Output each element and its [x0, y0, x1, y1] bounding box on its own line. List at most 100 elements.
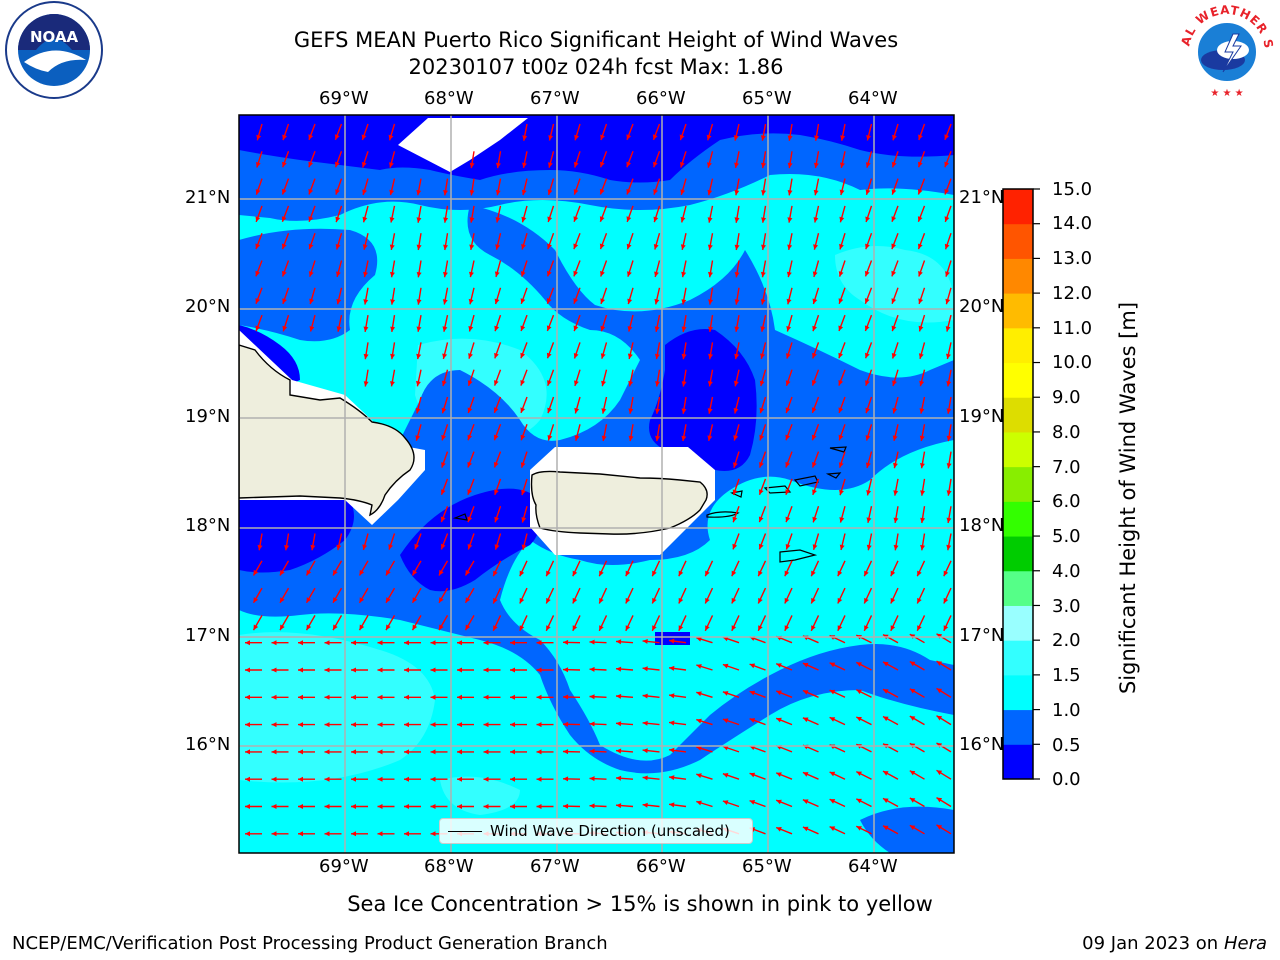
wave-direction-arrowhead	[838, 271, 844, 277]
wave-direction-arrowhead	[811, 625, 816, 631]
wave-direction-arrowhead	[362, 189, 367, 195]
wave-direction-arrowhead	[655, 435, 661, 442]
wave-direction-arrowhead	[589, 639, 595, 645]
wave-direction-arrowhead	[390, 353, 395, 360]
wave-direction-arrowhead	[390, 299, 396, 305]
wave-direction-arrowhead	[732, 489, 738, 495]
wave-direction-arrowhead	[468, 298, 474, 305]
wave-direction-arrowhead	[787, 190, 793, 196]
wave-direction-arrowhead	[335, 189, 340, 195]
wave-direction-arrowhead	[734, 217, 740, 223]
wave-direction-arrowhead	[324, 776, 330, 782]
wave-direction-arrowhead	[546, 298, 552, 304]
wave-direction-arrowhead	[308, 216, 314, 222]
colorbar-tick-label: 2.0	[1052, 630, 1081, 651]
wave-direction-arrowhead	[483, 776, 489, 782]
wave-direction-arrowhead	[280, 624, 285, 631]
wave-direction-arrowhead	[722, 663, 729, 669]
wave-direction-arrowhead	[282, 325, 288, 332]
wave-direction-arrowhead	[943, 597, 949, 604]
wave-direction-arrowhead	[812, 544, 818, 550]
wave-direction-arrowhead	[734, 162, 739, 168]
wave-direction-arrowhead	[324, 804, 330, 809]
wave-direction-arrowhead	[864, 570, 869, 577]
wave-direction-arrowhead	[520, 298, 526, 304]
wave-direction-arrowhead	[430, 694, 436, 700]
wave-direction-arrowhead	[536, 667, 542, 673]
wave-direction-arrowhead	[654, 353, 660, 360]
wave-direction-arrowhead	[936, 770, 943, 776]
wave-direction-arrowhead	[776, 663, 782, 668]
noaa-logo-icon: NOAA	[5, 1, 103, 99]
wave-direction-arrowhead	[917, 188, 923, 195]
map-title-line2: 20230107 t00z 024h fcst Max: 1.86	[408, 55, 784, 79]
colorbar-band	[1003, 397, 1033, 433]
wave-direction-arrowhead	[573, 216, 579, 222]
wave-direction-arrowhead	[483, 667, 489, 673]
wave-direction-arrowhead	[839, 517, 845, 523]
wave-direction-arrowhead	[642, 639, 648, 644]
wave-direction-arrowhead	[388, 134, 394, 141]
wave-direction-arrowhead	[377, 804, 383, 809]
wave-direction-arrowhead	[680, 189, 686, 195]
wave-direction-arrowhead	[920, 517, 926, 523]
wave-direction-arrowhead	[679, 134, 685, 141]
wave-direction-arrowhead	[787, 217, 793, 223]
wave-direction-arrowhead	[510, 722, 515, 728]
wave-direction-arrowhead	[572, 597, 578, 604]
wave-direction-arrowhead	[865, 462, 871, 468]
wave-direction-arrowhead	[443, 217, 449, 223]
wave-direction-arrowhead	[377, 722, 383, 728]
wave-direction-arrowhead	[546, 570, 551, 577]
wave-direction-arrowhead	[696, 773, 702, 779]
lat-label-left: 19°N	[185, 406, 231, 427]
wave-direction-arrowhead	[439, 624, 444, 631]
mona-island	[452, 513, 468, 521]
wave-direction-arrowhead	[920, 463, 925, 469]
wave-direction-arrowhead	[281, 243, 287, 250]
wave-direction-arrowhead	[917, 216, 923, 222]
wave-direction-arrowhead	[733, 462, 738, 468]
lat-label-left: 18°N	[185, 515, 231, 536]
wave-direction-arrowhead	[600, 353, 606, 359]
colorbar-band	[1003, 223, 1033, 259]
lon-label-top: 65°W	[742, 88, 792, 109]
wave-direction-arrowhead	[864, 597, 869, 604]
wave-direction-arrowhead	[883, 825, 889, 831]
wave-direction-arrowhead	[412, 597, 418, 603]
colorbar-band	[1003, 744, 1033, 780]
wave-direction-arrowhead	[837, 570, 843, 577]
wave-direction-arrowhead	[430, 776, 436, 782]
wave-direction-arrowhead	[892, 435, 898, 441]
wave-direction-arrowhead	[759, 462, 764, 468]
wave-direction-arrowhead	[837, 597, 843, 604]
wave-direction-arrowhead	[404, 667, 409, 673]
wave-direction-arrowhead	[430, 804, 436, 809]
wave-direction-arrowhead	[336, 326, 342, 332]
map-title-line1: GEFS MEAN Puerto Rico Significant Height…	[293, 28, 899, 52]
colorbar-tick-label: 6.0	[1052, 491, 1081, 512]
wave-direction-arrowhead	[362, 216, 368, 223]
wave-direction-arrowhead	[865, 243, 870, 250]
wave-direction-arrowhead	[416, 272, 422, 278]
wave-direction-arrowhead	[298, 694, 303, 700]
wave-direction-arrowhead	[495, 217, 501, 223]
wave-direction-arrowhead	[946, 435, 952, 442]
colorbar-band	[1003, 362, 1033, 398]
wave-direction-arrowhead	[306, 597, 312, 603]
wave-direction-arrowhead	[707, 189, 713, 196]
wave-direction-arrowhead	[282, 161, 287, 168]
wave-direction-arrowhead	[642, 775, 648, 781]
wave-direction-arrowhead	[599, 188, 605, 195]
wave-direction-arrowhead	[760, 271, 766, 278]
wave-direction-arrowhead	[734, 272, 740, 278]
wave-direction-arrowhead	[708, 326, 714, 332]
wave-direction-arrowhead	[731, 625, 737, 631]
lat-label-right: 21°N	[959, 187, 1005, 208]
wave-direction-arrowhead	[856, 771, 862, 776]
wave-direction-arrowhead	[573, 353, 579, 359]
wave-direction-arrowhead	[430, 640, 436, 646]
wave-direction-arrowhead	[893, 462, 898, 469]
lat-label-right: 19°N	[959, 406, 1005, 427]
